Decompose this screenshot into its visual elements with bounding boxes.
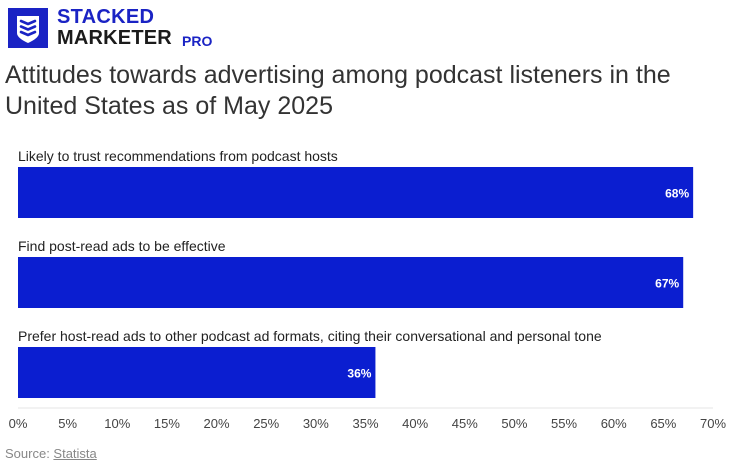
source-note: Source: Statista	[5, 446, 97, 461]
x-tick-label: 15%	[154, 416, 180, 431]
x-tick-label: 0%	[9, 416, 28, 431]
x-tick-label: 65%	[650, 416, 676, 431]
x-tick-label: 40%	[402, 416, 428, 431]
bar-value-label: 68%	[665, 187, 689, 201]
x-tick-label: 5%	[58, 416, 77, 431]
category-label: Prefer host-read ads to other podcast ad…	[18, 328, 602, 344]
source-prefix: Source:	[5, 446, 54, 461]
x-tick-label: 55%	[551, 416, 577, 431]
x-tick-label: 70%	[700, 416, 726, 431]
bar[interactable]	[18, 257, 684, 308]
brand-line2: MARKETER	[57, 27, 172, 49]
x-tick-label: 20%	[204, 416, 230, 431]
x-tick-label: 50%	[501, 416, 527, 431]
x-tick-label: 25%	[253, 416, 279, 431]
x-tick-label: 35%	[352, 416, 378, 431]
brand-logo: STACKED MARKETER PRO	[8, 6, 248, 50]
x-tick-label: 60%	[601, 416, 627, 431]
brand-line1: STACKED	[57, 6, 155, 28]
stack-icon	[8, 8, 48, 48]
x-tick-label: 30%	[303, 416, 329, 431]
bar-value-label: 36%	[347, 367, 371, 381]
category-label: Find post-read ads to be effective	[18, 238, 226, 254]
x-tick-label: 10%	[104, 416, 130, 431]
chart-title: Attitudes towards advertising among podc…	[5, 61, 671, 120]
bar-value-label: 67%	[655, 277, 679, 291]
category-label: Likely to trust recommendations from pod…	[18, 148, 338, 164]
bar[interactable]	[18, 167, 694, 218]
source-link[interactable]: Statista	[53, 446, 97, 461]
bar[interactable]	[18, 347, 376, 398]
x-tick-label: 45%	[452, 416, 478, 431]
brand-suffix: PRO	[182, 33, 213, 49]
